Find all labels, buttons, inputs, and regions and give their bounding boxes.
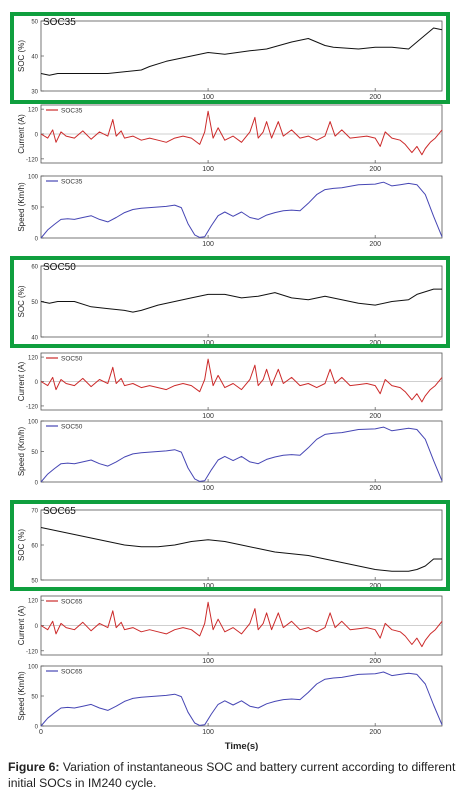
soc35-speed-ytick-label: 50 [31, 206, 38, 212]
soc50-soc-plot-frame [40, 265, 443, 338]
soc65-current-legend-label: SOC65 [61, 599, 83, 606]
soc65-current-xtick-label: 100 [202, 658, 214, 665]
soc50-soc-series-line [40, 288, 442, 313]
soc35-current-series-line [40, 110, 443, 156]
soc50-current-ytick-label: 120 [28, 356, 39, 362]
soc35-speed-ytick-label: 100 [28, 175, 39, 181]
soc65-current-ylabel: Current (A) [17, 605, 26, 645]
soc65-speed-xtick-label: 0 [39, 729, 43, 736]
soc35-current-ylabel: Current (A) [17, 114, 26, 154]
caption-label: Figure 6: [8, 760, 60, 774]
soc65-speed-xtick-label: 200 [369, 729, 381, 736]
soc65-current-xtick-label: 200 [369, 658, 381, 665]
soc35-soc-ytick-label: 30 [31, 90, 38, 96]
soc35-current-ytick-label: 120 [28, 108, 39, 114]
soc65-soc-xtick-label: 200 [369, 583, 381, 590]
soc65-current-ytick-label: 120 [28, 599, 39, 605]
soc50-current-legend-label: SOC50 [61, 356, 83, 363]
soc65-soc-ylabel: SOC (%) [17, 529, 26, 561]
soc50-soc-ytick-label: 40 [31, 336, 38, 342]
soc35-soc-ytick-label: 40 [31, 55, 38, 61]
soc50-speed-legend-label: SOC50 [61, 424, 83, 431]
soc50-soc-xtick-label: 200 [369, 340, 381, 347]
soc35-soc-series-line [40, 27, 443, 76]
soc50-speed-series-line [40, 426, 443, 483]
soc50-speed-ylabel: Speed (Km/h) [17, 426, 26, 476]
soc50-current-xtick-label: 200 [369, 413, 381, 420]
soc50-current-ytick-label: -120 [26, 404, 39, 410]
soc65-soc-series-line [40, 527, 442, 572]
soc50-soc-ytick-label: 50 [31, 300, 38, 306]
soc50-current-series-line [40, 358, 443, 403]
soc65-speed-ytick-label: 100 [28, 665, 39, 671]
soc50-soc-title: SOC50 [43, 262, 76, 273]
soc65-current-ytick-label: 0 [35, 624, 39, 630]
soc35-current-legend-label: SOC35 [61, 108, 83, 115]
soc65-speed-ytick-label: 0 [35, 725, 39, 731]
soc35-speed-xtick-label: 200 [369, 241, 381, 248]
soc65-speed-legend-label: SOC65 [61, 669, 83, 676]
soc-highlight-box [10, 500, 450, 591]
caption-text: Variation of instantaneous SOC and batte… [8, 760, 456, 790]
soc65-speed-xtick-label: 100 [202, 729, 214, 736]
soc50-soc-ylabel: SOC (%) [17, 285, 26, 317]
soc-highlight-box [10, 256, 450, 348]
soc50-speed-ytick-label: 0 [35, 481, 39, 487]
soc35-speed-xtick-label: 100 [202, 241, 214, 248]
soc35-speed-legend-label: SOC35 [61, 179, 83, 186]
soc35-current-xtick-label: 200 [369, 166, 381, 173]
soc50-current-ylabel: Current (A) [17, 361, 26, 401]
soc50-speed-ytick-label: 50 [31, 450, 38, 456]
soc65-current-ytick-label: -120 [26, 649, 39, 655]
soc35-soc-plot-frame [40, 20, 443, 92]
soc35-soc-xtick-label: 100 [202, 94, 214, 101]
x-axis-label: Time(s) [225, 741, 259, 752]
soc35-current-ytick-label: -120 [26, 157, 39, 163]
soc65-speed-plot-frame [40, 665, 443, 727]
soc50-speed-xtick-label: 100 [202, 485, 214, 492]
figure-caption: Figure 6: Variation of instantaneous SOC… [8, 759, 456, 791]
soc65-soc-xtick-label: 100 [202, 583, 214, 590]
soc50-current-xtick-label: 100 [202, 413, 214, 420]
soc65-speed-ylabel: Speed (Km/h) [17, 671, 26, 721]
soc35-speed-ylabel: Speed (Km/h) [17, 182, 26, 232]
soc65-soc-ytick-label: 70 [31, 509, 38, 515]
soc35-speed-series-line [40, 181, 443, 239]
soc65-soc-title: SOC65 [43, 506, 76, 517]
soc50-speed-xtick-label: 200 [369, 485, 381, 492]
soc65-speed-ytick-label: 50 [31, 695, 38, 701]
soc35-speed-plot-frame [40, 175, 443, 239]
soc-highlight-box [10, 12, 450, 104]
soc35-soc-ytick-label: 50 [31, 20, 38, 26]
soc65-soc-ytick-label: 60 [31, 544, 38, 550]
soc35-speed-ytick-label: 0 [35, 237, 39, 243]
soc50-soc-ytick-label: 60 [31, 265, 38, 271]
soc35-soc-xtick-label: 200 [369, 94, 381, 101]
soc65-soc-ytick-label: 50 [31, 579, 38, 585]
soc35-current-ytick-label: 0 [35, 133, 39, 139]
soc50-current-ytick-label: 0 [35, 380, 39, 386]
soc50-soc-xtick-label: 100 [202, 340, 214, 347]
soc35-soc-title: SOC35 [43, 17, 76, 28]
soc35-soc-ylabel: SOC (%) [17, 40, 26, 72]
soc65-speed-series-line [40, 671, 443, 727]
soc35-current-xtick-label: 100 [202, 166, 214, 173]
soc50-speed-ytick-label: 100 [28, 420, 39, 426]
soc50-speed-plot-frame [40, 420, 443, 483]
soc65-current-series-line [40, 601, 443, 648]
